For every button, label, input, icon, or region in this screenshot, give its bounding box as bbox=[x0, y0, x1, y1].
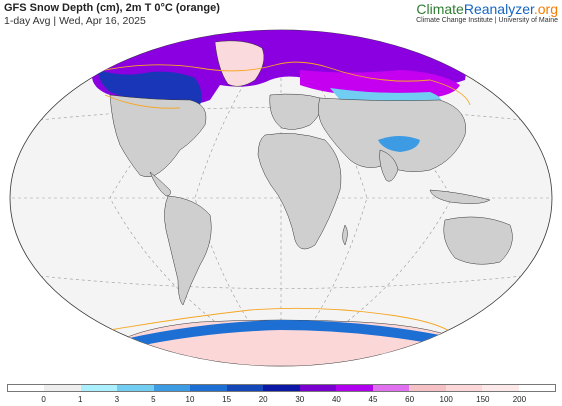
india bbox=[379, 149, 399, 182]
legend-swatch bbox=[8, 385, 45, 391]
legend-swatch bbox=[226, 385, 264, 391]
asia bbox=[318, 97, 466, 172]
legend-tick-label: 150 bbox=[476, 395, 490, 404]
north-america bbox=[109, 94, 207, 178]
brand-name-part3: .org bbox=[533, 1, 558, 17]
legend-tick-label: 0 bbox=[41, 395, 46, 404]
legend-labels: 0 1 3 5 10 15 20 30 40 45 60 100 150 200 bbox=[7, 395, 556, 406]
legend-swatch bbox=[44, 385, 81, 391]
legend-tick-label: 20 bbox=[258, 395, 268, 404]
legend-swatch bbox=[518, 385, 556, 391]
europe bbox=[269, 93, 322, 130]
legend-swatch bbox=[153, 385, 191, 391]
legend-swatch bbox=[299, 385, 337, 391]
africa bbox=[257, 133, 342, 250]
legend-tick-label: 100 bbox=[439, 395, 453, 404]
legend-swatch bbox=[482, 385, 519, 391]
australia bbox=[443, 216, 513, 265]
legend-tick-label: 200 bbox=[512, 395, 527, 404]
legend-swatch bbox=[117, 385, 154, 391]
legend-colorbar bbox=[7, 384, 556, 392]
world-map bbox=[9, 29, 553, 367]
brand-name-part1: Climate bbox=[416, 1, 464, 17]
antarctica-snow-edge bbox=[120, 320, 440, 350]
greenland bbox=[214, 40, 265, 87]
himalaya-snow bbox=[378, 136, 420, 152]
legend-swatch bbox=[190, 385, 227, 391]
legend-tick-label: 15 bbox=[222, 395, 232, 404]
legend-tick-label: 3 bbox=[114, 395, 120, 404]
central-america bbox=[149, 171, 171, 197]
legend-tick-label: 60 bbox=[405, 395, 415, 404]
legend-swatch bbox=[372, 385, 410, 391]
north-america-snow-edge bbox=[98, 70, 202, 109]
legend-swatch bbox=[263, 385, 300, 391]
legend-swatch bbox=[80, 385, 118, 391]
legend-swatch bbox=[409, 385, 446, 391]
legend-swatch bbox=[445, 385, 483, 391]
isotherm-north bbox=[94, 61, 471, 109]
brand-logo[interactable]: ClimateReanalyzer.org bbox=[416, 1, 558, 17]
madagascar bbox=[342, 224, 348, 246]
isotherm-south bbox=[109, 307, 456, 336]
brand-tagline: Climate Change Institute | University of… bbox=[416, 17, 558, 24]
map-subtitle: 1-day Avg | Wed, Apr 16, 2025 bbox=[4, 15, 146, 27]
indonesia bbox=[429, 189, 491, 204]
legend-tick-label: 45 bbox=[368, 395, 378, 404]
map-title: GFS Snow Depth (cm), 2m T 0°C (orange) bbox=[4, 2, 220, 14]
legend-tick-label: 1 bbox=[77, 395, 83, 404]
legend-tick-label: 5 bbox=[151, 395, 156, 404]
legend-swatch bbox=[336, 385, 373, 391]
legend-tick-label: 10 bbox=[185, 395, 195, 404]
brand-name-part2: Reanalyzer bbox=[463, 1, 534, 17]
legend-tick-label: 30 bbox=[295, 395, 305, 404]
south-america bbox=[164, 195, 212, 306]
legend-tick-label: 40 bbox=[331, 395, 341, 404]
